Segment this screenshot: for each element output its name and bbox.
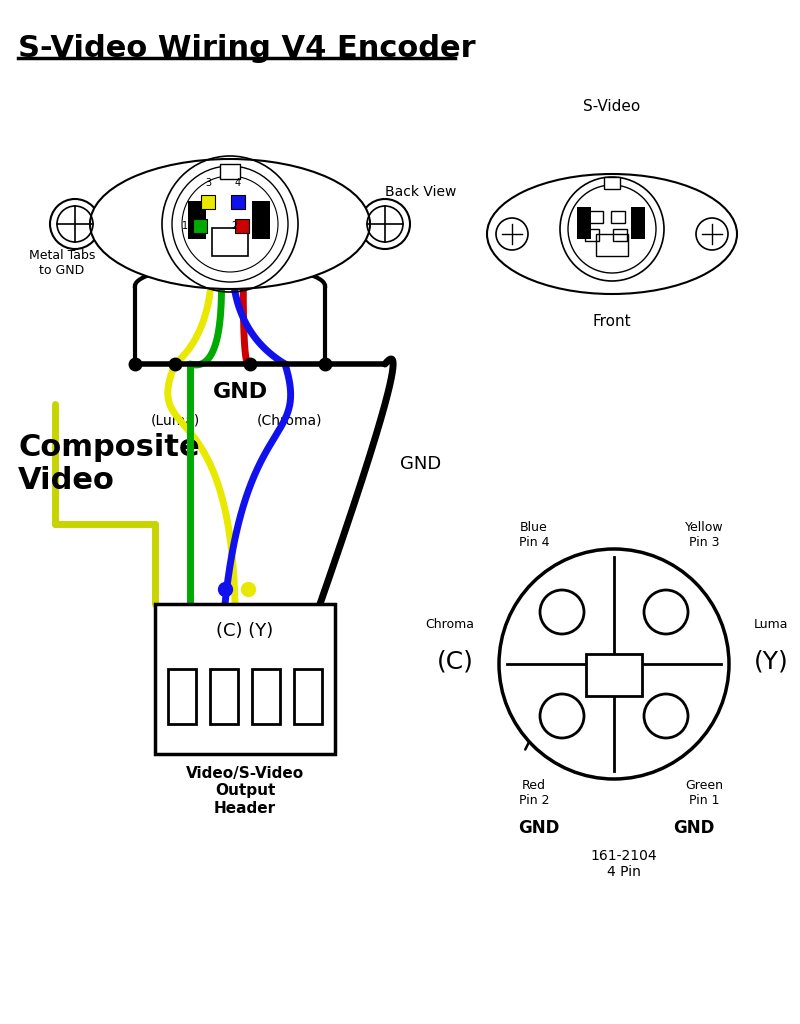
Ellipse shape (50, 199, 100, 249)
Bar (193, 219, 207, 233)
Text: Back View: Back View (385, 185, 456, 199)
Text: Luma: Luma (754, 617, 789, 631)
Text: GND: GND (400, 455, 442, 473)
Text: (C): (C) (437, 649, 474, 673)
Text: GND: GND (674, 819, 714, 837)
Circle shape (499, 549, 729, 779)
Bar (252, 201, 270, 239)
Circle shape (644, 694, 688, 738)
Circle shape (540, 694, 584, 738)
Bar (596, 234, 628, 256)
Text: Red
Pin 2: Red Pin 2 (518, 779, 550, 807)
Bar (577, 207, 591, 239)
Ellipse shape (487, 174, 737, 294)
Bar (220, 164, 240, 179)
Ellipse shape (90, 159, 370, 289)
Text: GND: GND (518, 819, 560, 837)
Bar (585, 229, 599, 241)
Bar (235, 219, 249, 233)
Text: Video/S-Video
Output
Header: Video/S-Video Output Header (186, 766, 304, 816)
Text: 3: 3 (205, 178, 211, 188)
Bar (231, 195, 245, 209)
Text: 161-2104
4 Pin: 161-2104 4 Pin (590, 849, 658, 880)
Circle shape (540, 590, 584, 634)
Bar (252, 669, 280, 724)
Bar (611, 211, 625, 223)
Bar (201, 195, 215, 209)
Bar (586, 654, 642, 696)
Text: (Luma): (Luma) (150, 414, 200, 428)
Text: (C) (Y): (C) (Y) (216, 622, 274, 640)
Text: 4: 4 (235, 178, 241, 188)
Circle shape (644, 590, 688, 634)
Text: GND: GND (213, 382, 267, 402)
Text: S-Video: S-Video (583, 99, 641, 114)
Bar (210, 669, 238, 724)
Bar (631, 207, 645, 239)
Bar (589, 211, 603, 223)
Text: Composite
Video: Composite Video (18, 433, 200, 496)
Bar (613, 229, 627, 241)
Bar (188, 201, 206, 239)
Text: 1: 1 (182, 221, 188, 231)
Text: Front: Front (593, 314, 631, 329)
Text: Blue
Pin 4: Blue Pin 4 (518, 521, 550, 549)
Bar (212, 228, 248, 256)
Bar (155, 604, 335, 754)
Ellipse shape (360, 199, 410, 249)
Text: (Y): (Y) (754, 649, 789, 673)
Bar (604, 177, 620, 189)
Bar (168, 669, 196, 724)
Bar (294, 669, 322, 724)
Text: Metal Tabs
to GND: Metal Tabs to GND (29, 249, 95, 278)
Text: Green
Pin 1: Green Pin 1 (685, 779, 723, 807)
Text: S-Video Wiring V4 Encoder: S-Video Wiring V4 Encoder (18, 34, 476, 63)
Text: Yellow
Pin 3: Yellow Pin 3 (685, 521, 723, 549)
Text: (Chroma): (Chroma) (258, 414, 322, 428)
Text: Chroma: Chroma (425, 617, 474, 631)
Text: 2: 2 (230, 221, 237, 231)
